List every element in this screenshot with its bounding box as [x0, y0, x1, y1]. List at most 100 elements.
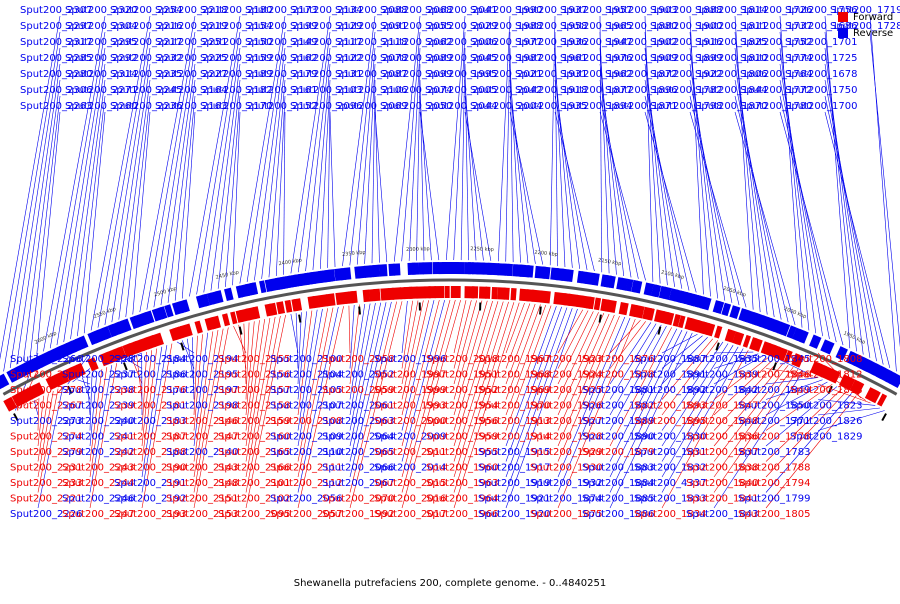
- connector-line: [825, 16, 850, 348]
- forward-gene-feature: [619, 302, 629, 315]
- forward-gene-feature: [434, 286, 444, 298]
- scale-tick-label: 2150 kbp: [598, 257, 622, 267]
- connector-line: [735, 96, 788, 322]
- scale-tick: [359, 307, 360, 315]
- legend-reverse-label: Reverse: [853, 28, 893, 39]
- reverse-gene-feature: [487, 263, 494, 275]
- connector-line: [558, 310, 583, 353]
- scale-tick: [540, 307, 541, 315]
- gene-label: Sput200_1750: [785, 85, 858, 96]
- connector-line: [43, 16, 105, 351]
- connector-line: [645, 96, 689, 291]
- forward-gene-feature: [510, 288, 516, 300]
- reverse-gene-feature: [422, 262, 432, 274]
- reverse-gene-feature: [379, 264, 388, 277]
- connector-line: [510, 48, 513, 262]
- gene-label: Sput200_1812: [790, 370, 863, 381]
- legend-forward: Forward: [838, 9, 898, 25]
- legend-forward-label: Forward: [853, 12, 893, 23]
- scale-tick: [716, 343, 718, 351]
- gene-label: Sput200_1808: [790, 354, 863, 365]
- connector-line: [780, 96, 836, 342]
- reverse-swatch: [838, 28, 848, 38]
- forward-swatch: [838, 12, 848, 22]
- reverse-gene-feature: [527, 265, 534, 277]
- connector-line: [402, 301, 407, 353]
- connector-line: [284, 112, 285, 275]
- connector-line: [735, 80, 781, 320]
- connector-line: [870, 16, 896, 371]
- connector-line: [126, 96, 150, 317]
- connector-line: [690, 96, 739, 305]
- forward-gene-feature: [363, 290, 371, 303]
- connector-line: [662, 334, 697, 353]
- connector-line: [690, 80, 732, 303]
- scale-tick-label: 2250 kbp: [470, 246, 494, 253]
- scale-tick-label: 2050 kbp: [722, 286, 746, 299]
- connector-line: [375, 112, 387, 262]
- gene-label: Sput200_1826: [790, 416, 863, 427]
- gene-label: Sput200_1794: [738, 478, 811, 489]
- gene-label: Sput200_1783: [738, 447, 811, 458]
- connector-line: [714, 352, 753, 353]
- gene-label: Sput200_1678: [785, 69, 858, 80]
- scale-tick-label: 2350 kbp: [342, 250, 366, 258]
- connector-line: [420, 96, 431, 260]
- gene-label: Sput200_1818: [790, 385, 863, 396]
- connector-line: [645, 48, 667, 285]
- forward-gene-feature: [416, 286, 426, 298]
- forward-gene-feature: [335, 292, 346, 305]
- connector-line: [306, 48, 330, 271]
- gene-label: Sput200_1788: [738, 463, 811, 474]
- scale-tick: [299, 315, 300, 323]
- connector-line: [177, 342, 194, 353]
- connector-line: [780, 80, 829, 339]
- reverse-gene-feature: [372, 265, 380, 277]
- connector-line: [71, 80, 105, 339]
- connector-line: [350, 32, 375, 265]
- connector-line: [555, 112, 594, 271]
- connector-line: [254, 48, 285, 280]
- connector-line: [600, 112, 646, 280]
- gene-label: Sput200_1725: [785, 53, 858, 64]
- forward-gene-feature: [194, 321, 202, 334]
- connector-line: [510, 112, 543, 265]
- reverse-gene-feature: [393, 263, 400, 275]
- connector-line: [349, 306, 350, 353]
- gene-label: Sput200_1799: [738, 494, 811, 505]
- forward-gene-feature: [714, 326, 722, 339]
- connector-line: [420, 112, 439, 260]
- forward-gene-feature: [472, 286, 479, 298]
- forward-gene-feature: [276, 301, 285, 314]
- reverse-gene-feature: [604, 275, 616, 289]
- connector-line: [690, 112, 746, 307]
- connector-line: [225, 96, 240, 287]
- scale-tick: [882, 414, 886, 421]
- forward-gene-feature: [485, 287, 490, 299]
- gene-label: Sput200_1700: [785, 101, 858, 112]
- forward-gene-feature: [502, 288, 509, 300]
- connector-line: [84, 112, 105, 333]
- forward-gene-feature: [326, 293, 336, 306]
- scale-tick: [658, 327, 660, 335]
- connector-line: [555, 96, 587, 270]
- reverse-gene-feature: [729, 305, 740, 319]
- scale-tick: [600, 315, 601, 323]
- scale-tick-label: 2100 kbp: [660, 269, 684, 280]
- reverse-gene-feature: [224, 288, 234, 301]
- reverse-gene-feature: [456, 262, 465, 274]
- forward-gene-feature: [285, 300, 293, 313]
- forward-gene-feature: [348, 291, 358, 304]
- connector-line: [506, 303, 525, 353]
- scale-tick-label: 2400 kbp: [278, 257, 302, 267]
- forward-gene-feature: [540, 291, 551, 304]
- forward-gene-feature: [445, 286, 450, 298]
- scale-tick-label: 2000 kbp: [783, 306, 807, 320]
- scale-tick: [181, 343, 183, 351]
- connector-line: [465, 112, 491, 261]
- connector-line: [506, 306, 551, 431]
- reverse-gene-feature: [542, 267, 551, 280]
- forward-gene-feature: [605, 299, 617, 313]
